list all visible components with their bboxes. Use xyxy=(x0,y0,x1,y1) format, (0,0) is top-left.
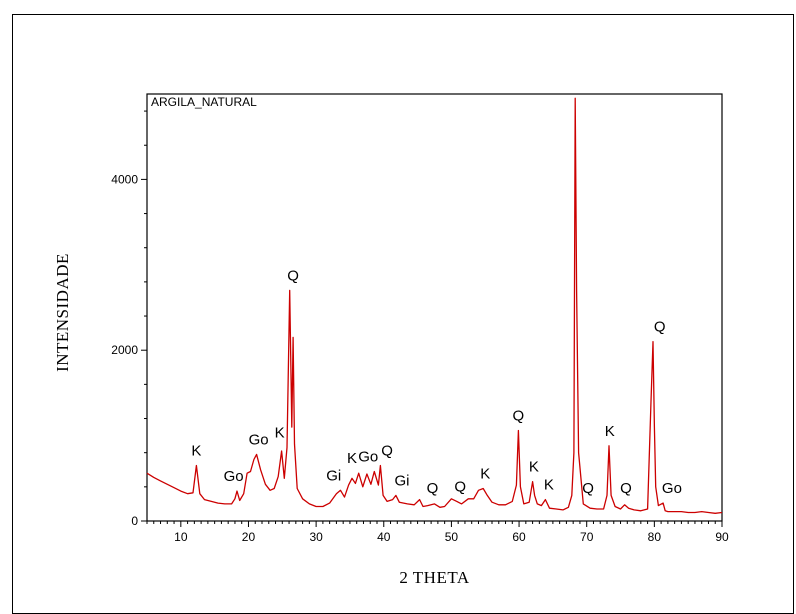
x-tick-label: 30 xyxy=(309,530,323,544)
x-tick-label: 20 xyxy=(242,530,256,544)
peak-label: Q xyxy=(654,319,666,336)
x-tick-label: 40 xyxy=(377,530,391,544)
y-tick-label: 2000 xyxy=(111,343,138,357)
peak-label: Q xyxy=(287,267,299,284)
peak-label: K xyxy=(347,450,357,467)
x-tick-label: 70 xyxy=(580,530,594,544)
x-tick-label: 90 xyxy=(715,530,729,544)
plot-area xyxy=(146,93,723,522)
x-axis-title: 2 THETA xyxy=(399,568,470,587)
y-tick-label: 4000 xyxy=(111,172,138,186)
figure-frame xyxy=(12,14,794,614)
peak-label: Q xyxy=(381,442,393,459)
peak-label: Go xyxy=(662,480,682,497)
x-tick-label: 60 xyxy=(512,530,526,544)
peak-label: Go xyxy=(224,468,244,485)
series-layer xyxy=(146,97,723,514)
x-tick-label: 50 xyxy=(445,530,459,544)
peak-label: Q xyxy=(620,480,632,497)
peak-label: Q xyxy=(454,478,466,495)
peak-label: K xyxy=(544,477,554,494)
peak-label: Q xyxy=(513,407,525,424)
peak-label: K xyxy=(605,423,615,440)
x-tick-label: 80 xyxy=(648,530,662,544)
peak-label: Gi xyxy=(395,472,410,489)
y-axis-title: INTENSIDADE xyxy=(53,253,72,372)
peak-label: K xyxy=(480,466,490,483)
series-line-0 xyxy=(146,97,723,514)
chart-title: ARGILA_NATURAL xyxy=(151,95,257,109)
x-tick-label: 10 xyxy=(174,530,188,544)
peak-label: Gi xyxy=(326,467,341,484)
x-axis-ticks: 10 20 30 40 50 60 70 80 90 xyxy=(146,521,729,544)
peak-label: Q xyxy=(582,480,594,497)
peak-label: Go xyxy=(358,448,378,465)
peak-label: Q xyxy=(427,480,439,497)
y-axis-ticks: 0 2000 4000 xyxy=(111,110,147,528)
peak-label: K xyxy=(529,459,539,476)
y-tick-label: 0 xyxy=(131,514,138,528)
peak-label: Go xyxy=(249,431,269,448)
peak-label: K xyxy=(191,442,201,459)
peak-label: K xyxy=(275,425,285,442)
